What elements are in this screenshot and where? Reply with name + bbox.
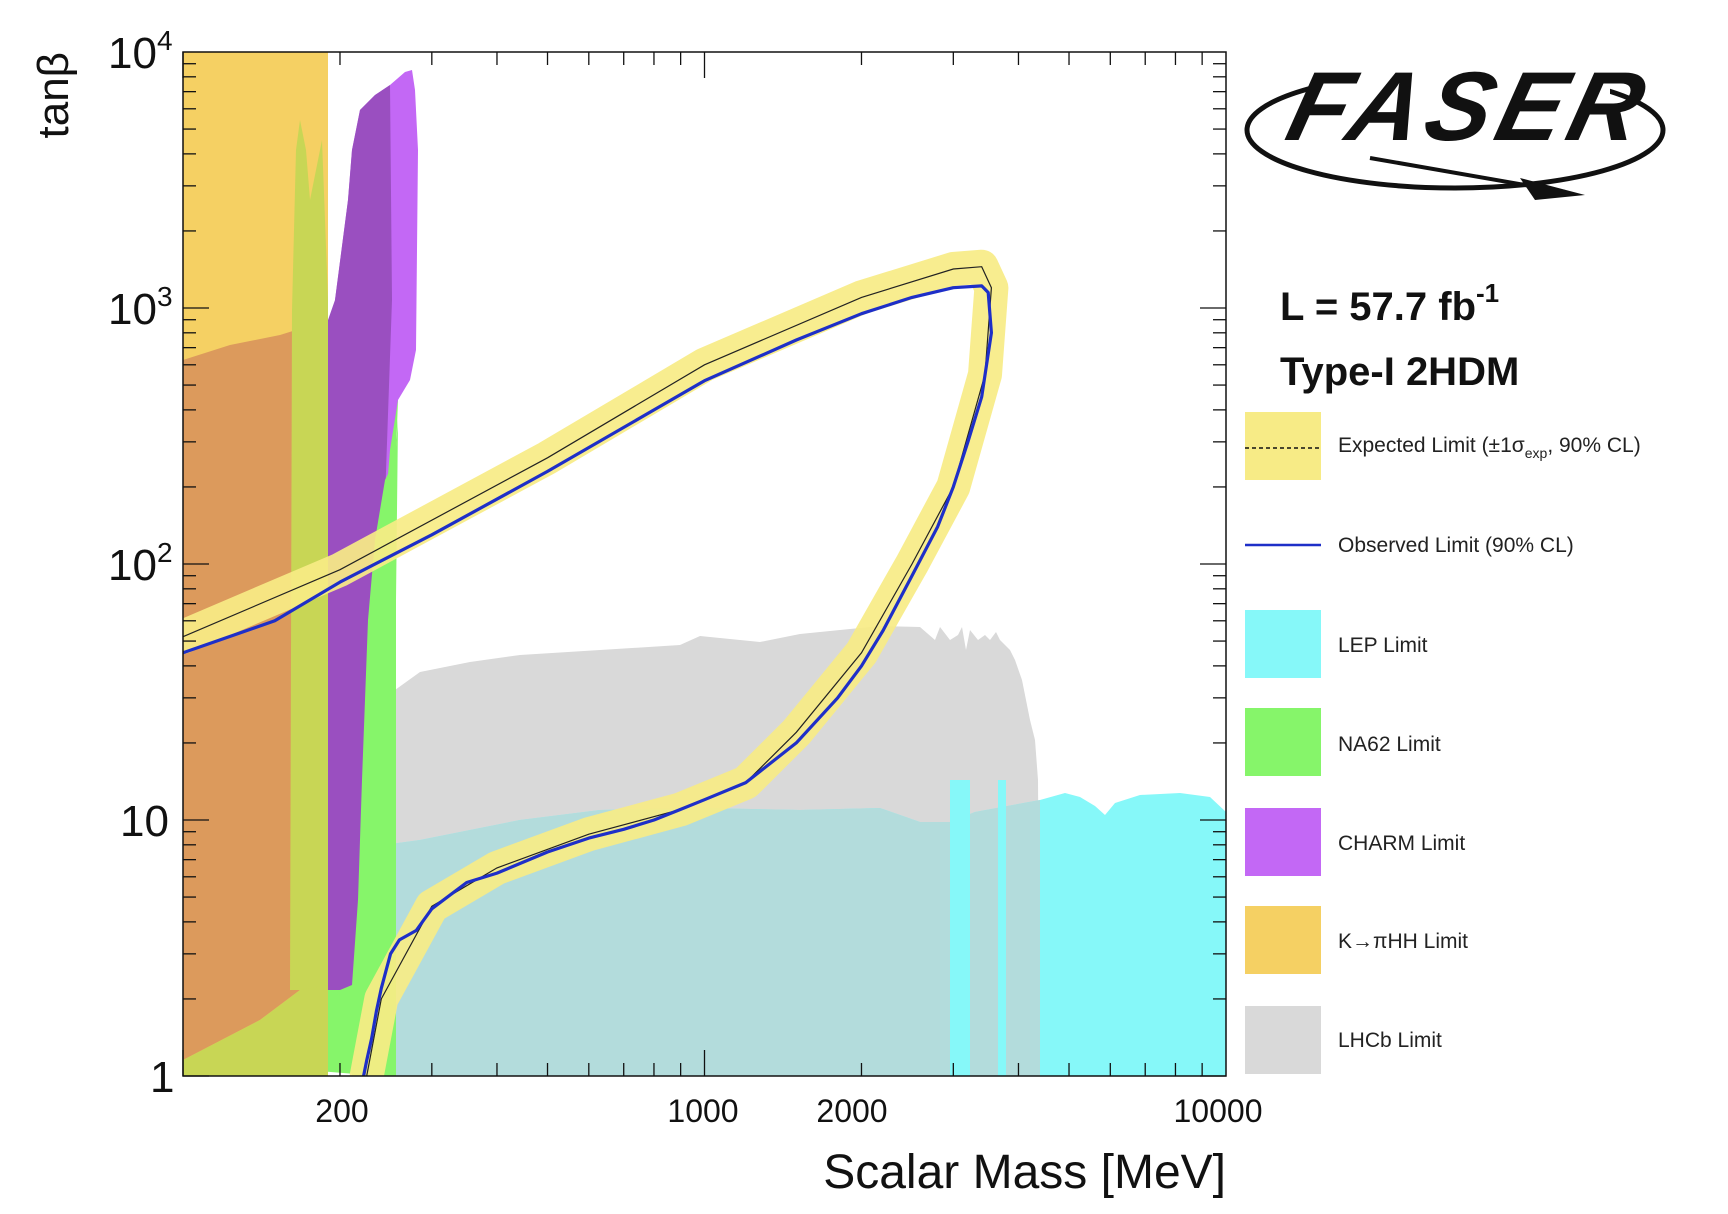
logo-text: FASER [1277,52,1661,161]
charm-lower-region [328,85,392,990]
legend-item-charm: CHARM Limit [1245,808,1465,876]
legend-label-charm: CHARM Limit [1338,832,1465,855]
legend-label-lhcb: LHCb Limit [1338,1029,1442,1052]
y-tick-label-10: 10 [120,797,169,846]
legend-item-observed: Observed Limit (90% CL) [1245,534,1574,557]
legend-item-expected: Expected Limit (±1σexp, 90% CL) [1245,412,1641,480]
x-axis-title: Scalar Mass [MeV] [823,1146,1226,1199]
legend-swatch-na62 [1245,708,1321,776]
y-tick-label-1000: 103 [108,281,173,334]
expected-limit-line [183,266,993,1076]
lep-lhcb-overlap-region [360,800,1040,1076]
legend: Expected Limit (±1σexp, 90% CL) Observed… [1245,412,1641,1074]
y-tick-label-10000: 104 [108,25,173,78]
lep-gap-strip-2 [998,780,1006,1076]
legend-label-kpihh: K→πHH Limit [1338,930,1468,953]
y-tick-label-1: 1 [150,1053,174,1102]
y-tick-labels: 104 103 102 10 1 [108,25,174,1102]
legend-swatch-lhcb [1245,1006,1321,1074]
legend-swatch-kpihh [1245,906,1321,974]
legend-label-na62: NA62 Limit [1338,733,1441,756]
legend-label-expected: Expected Limit (±1σexp, 90% CL) [1338,434,1641,461]
luminosity-label: L = 57.7 fb-1 [1280,278,1499,329]
observed-limit-line [183,284,993,1076]
faser-logo: FASER [1244,52,1666,200]
na62-kpihh-lowblend-region [183,985,328,1076]
legend-swatch-expected [1245,412,1321,480]
x-tick-labels: 200 1000 2000 10000 [315,1093,1262,1129]
legend-item-na62: NA62 Limit [1245,708,1441,776]
legend-item-lhcb: LHCb Limit [1245,1006,1442,1074]
legend-swatch-charm [1245,808,1321,876]
lep-gap-strip [950,780,970,1076]
x-tick-label-10000: 10000 [1174,1093,1263,1129]
legend-swatch-lep [1245,610,1321,678]
legend-item-kpihh: K→πHH Limit [1245,906,1468,974]
x-tick-label-2000: 2000 [816,1093,887,1129]
model-label: Type-I 2HDM [1280,350,1519,394]
x-tick-label-1000: 1000 [667,1093,738,1129]
na62-kpihh-blend-region [290,120,328,990]
na62-strip-region [352,420,398,1076]
legend-label-lep: LEP Limit [1338,634,1428,657]
y-tick-label-100: 102 [108,537,173,590]
logo-arrow-head [1520,178,1585,200]
x-tick-label-200: 200 [315,1093,368,1129]
legend-label-observed: Observed Limit (90% CL) [1338,534,1574,557]
y-axis-title: tanβ [29,52,78,138]
legend-item-lep: LEP Limit [1245,610,1428,678]
logo-text-backdrop [1320,60,1610,148]
